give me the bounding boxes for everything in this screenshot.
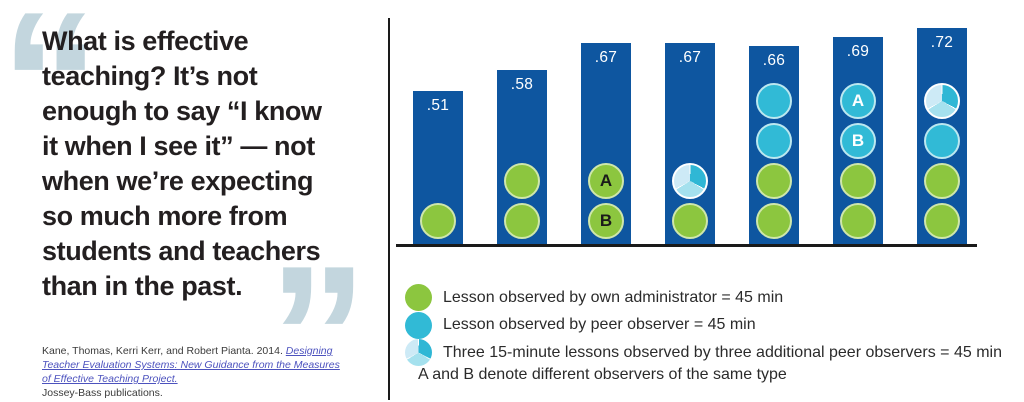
pull-quote: What is effective teaching? It’s not enoug… xyxy=(42,24,357,304)
x-axis-line xyxy=(396,244,977,247)
admin-observation-icon xyxy=(756,203,792,239)
admin-observation-icon xyxy=(924,203,960,239)
bar-value-label: .69 xyxy=(846,43,870,60)
admin-observation-icon xyxy=(504,163,540,199)
peer-observation-icon xyxy=(405,311,432,339)
citation-link[interactable]: Designing Teacher Evaluation Systems: Ne… xyxy=(42,345,340,385)
quote-line: than in the past. xyxy=(42,271,243,301)
three-15min-observation-pie-icon xyxy=(405,339,432,366)
admin-observation-icon xyxy=(405,284,432,311)
legend-row: Lesson observed by own administrator = 4… xyxy=(405,284,783,311)
legend-label: Three 15-minute lessons observed by thre… xyxy=(443,343,1002,361)
quote-line: enough to say “I know xyxy=(42,96,322,126)
legend-label: Lesson observed by own administrator = 4… xyxy=(443,288,784,306)
admin-observation-icon xyxy=(504,203,540,239)
peer-observation-icon xyxy=(924,123,960,159)
bar-value-label: .67 xyxy=(678,49,702,66)
admin-observation-icon xyxy=(672,203,708,239)
observer-letter: B xyxy=(599,211,613,230)
quote-line: What is effective xyxy=(42,26,249,56)
quote-line: teaching? It’s not xyxy=(42,61,258,91)
quote-line: students and teachers xyxy=(42,236,321,266)
quote-line: so much more from xyxy=(42,201,288,231)
observer-letter: B xyxy=(851,131,865,150)
bar-value-label: .58 xyxy=(510,76,534,93)
bar-value-label: .66 xyxy=(762,52,786,69)
quote-line: it when I see it” — not xyxy=(42,131,315,161)
admin-observation-icon: B xyxy=(588,203,624,239)
quote-line: when we’re expecting xyxy=(42,166,314,196)
admin-observation-icon xyxy=(756,163,792,199)
divider-line xyxy=(388,18,390,400)
citation-publisher: Jossey-Bass publications. xyxy=(42,387,163,399)
admin-observation-icon xyxy=(840,203,876,239)
admin-observation-icon xyxy=(840,163,876,199)
bar-value-label: .51 xyxy=(426,97,450,114)
peer-observation-icon: B xyxy=(840,123,876,159)
three-15min-observation-pie-icon xyxy=(924,83,960,119)
close-quote-mark-icon: ” xyxy=(268,225,368,402)
citation-prefix: Kane, Thomas, Kerri Kerr, and Robert Pia… xyxy=(42,345,286,357)
legend-row: Lesson observed by peer observer = 45 mi… xyxy=(405,311,756,339)
legend-note: A and B denote different observers of th… xyxy=(418,366,787,383)
bar-value-label: .72 xyxy=(930,34,954,51)
peer-observation-icon xyxy=(756,83,792,119)
observer-letter: A xyxy=(599,171,613,190)
legend-row: Three 15-minute lessons observed by thre… xyxy=(405,339,1002,366)
admin-observation-icon xyxy=(420,203,456,239)
legend-label: Lesson observed by peer observer = 45 mi… xyxy=(443,316,756,333)
open-quote-mark-icon: “ xyxy=(0,0,100,194)
admin-observation-icon: A xyxy=(588,163,624,199)
peer-observation-icon: A xyxy=(840,83,876,119)
three-15min-observation-pie-icon xyxy=(672,163,708,199)
peer-observation-icon xyxy=(756,123,792,159)
bar-value-label: .67 xyxy=(594,49,618,66)
citation: Kane, Thomas, Kerri Kerr, and Robert Pia… xyxy=(42,344,344,400)
admin-observation-icon xyxy=(924,163,960,199)
observer-letter: A xyxy=(851,91,865,110)
